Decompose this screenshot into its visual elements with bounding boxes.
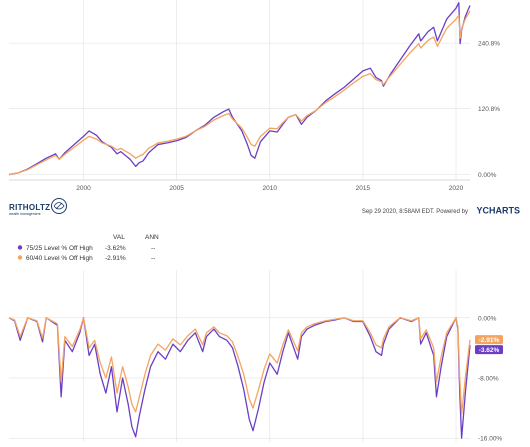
top-x-tick-label: 2010 [263,185,278,192]
ritholtz-logo: RITHOLTZ wealth management [9,198,67,216]
end-label-60-40-text: -2.91% [479,337,500,344]
logo-text: RITHOLTZ [9,203,50,212]
legend-row-60-40[interactable]: 60/40 Level % Off High -2.91% -- [17,255,156,262]
bottom-y-tick-label: 0.00% [478,315,497,322]
top-x-tick-label: 2000 [76,185,91,192]
ycharts-brand[interactable]: YCHARTS [476,206,520,216]
top-y-tick-label: 0.00% [478,172,497,179]
bottom-y-tick-label: -16.00% [478,436,502,442]
drawdown-chart: VAL ANN 75/25 Level % Off High -3.62% --… [8,234,503,443]
bottom-chart-panel: VAL ANN 75/25 Level % Off High -3.62% --… [0,222,530,443]
legend-marker-60-40 [17,255,23,260]
top-x-axis: 2000 2005 2010 2015 2020 [76,185,463,192]
end-label-60-40-bg [475,335,503,345]
end-label-60-40: -2.91% [475,335,503,345]
bottom-series-group [8,317,471,439]
legend-ann-60-40: -- [151,255,155,262]
end-label-75-25: -3.62% [475,345,503,355]
logo-subtext: wealth management [9,212,41,216]
legend-row-75-25[interactable]: 75/25 Level % Off High -3.62% -- [17,245,156,252]
top-series-75-25-line [8,2,471,176]
top-series-group [8,2,471,176]
bottom-y-tick-label: -8.00% [478,376,499,383]
logo-emblem-icon [51,198,67,214]
legend-label-75-25: 75/25 Level % Off High [26,245,93,252]
bottom-y-axis: 0.00% -8.00% -16.00% [478,315,502,442]
top-series-60-40-line [8,10,471,176]
top-y-tick-label: 120.8% [478,106,500,113]
top-y-axis: 0.00% 120.8% 240.8% [478,41,500,179]
top-chart-panel: 2000 2005 2010 2015 2020 0.00% 120.8% 240.8% R… [0,0,530,222]
bottom-series-60-40-line [8,317,471,415]
legend-header-val: VAL [113,234,125,241]
legend-label-60-40: 60/40 Level % Off High [26,255,93,262]
end-label-75-25-bg [475,345,503,355]
legend-val-75-25: -3.62% [105,245,126,252]
legend-ann-75-25: -- [151,245,155,252]
end-label-75-25-text: -3.62% [479,347,500,354]
top-y-tick-label: 240.8% [478,41,500,48]
footer-timestamp: Sep 29 2020, 8:58AM EDT. Powered by [362,209,468,215]
top-x-tick-label: 2020 [449,185,464,192]
top-x-tick-label: 2015 [356,185,371,192]
legend-marker-75-25 [17,245,23,250]
top-x-tick-label: 2005 [169,185,184,192]
top-grid [9,0,470,181]
legend-header-ann: ANN [145,234,159,241]
legend: VAL ANN 75/25 Level % Off High -3.62% --… [17,234,159,262]
level-chart: 2000 2005 2010 2015 2020 0.00% 120.8% 240.8% R… [8,0,520,216]
bottom-grid [9,270,470,442]
legend-val-60-40: -2.91% [105,255,126,262]
